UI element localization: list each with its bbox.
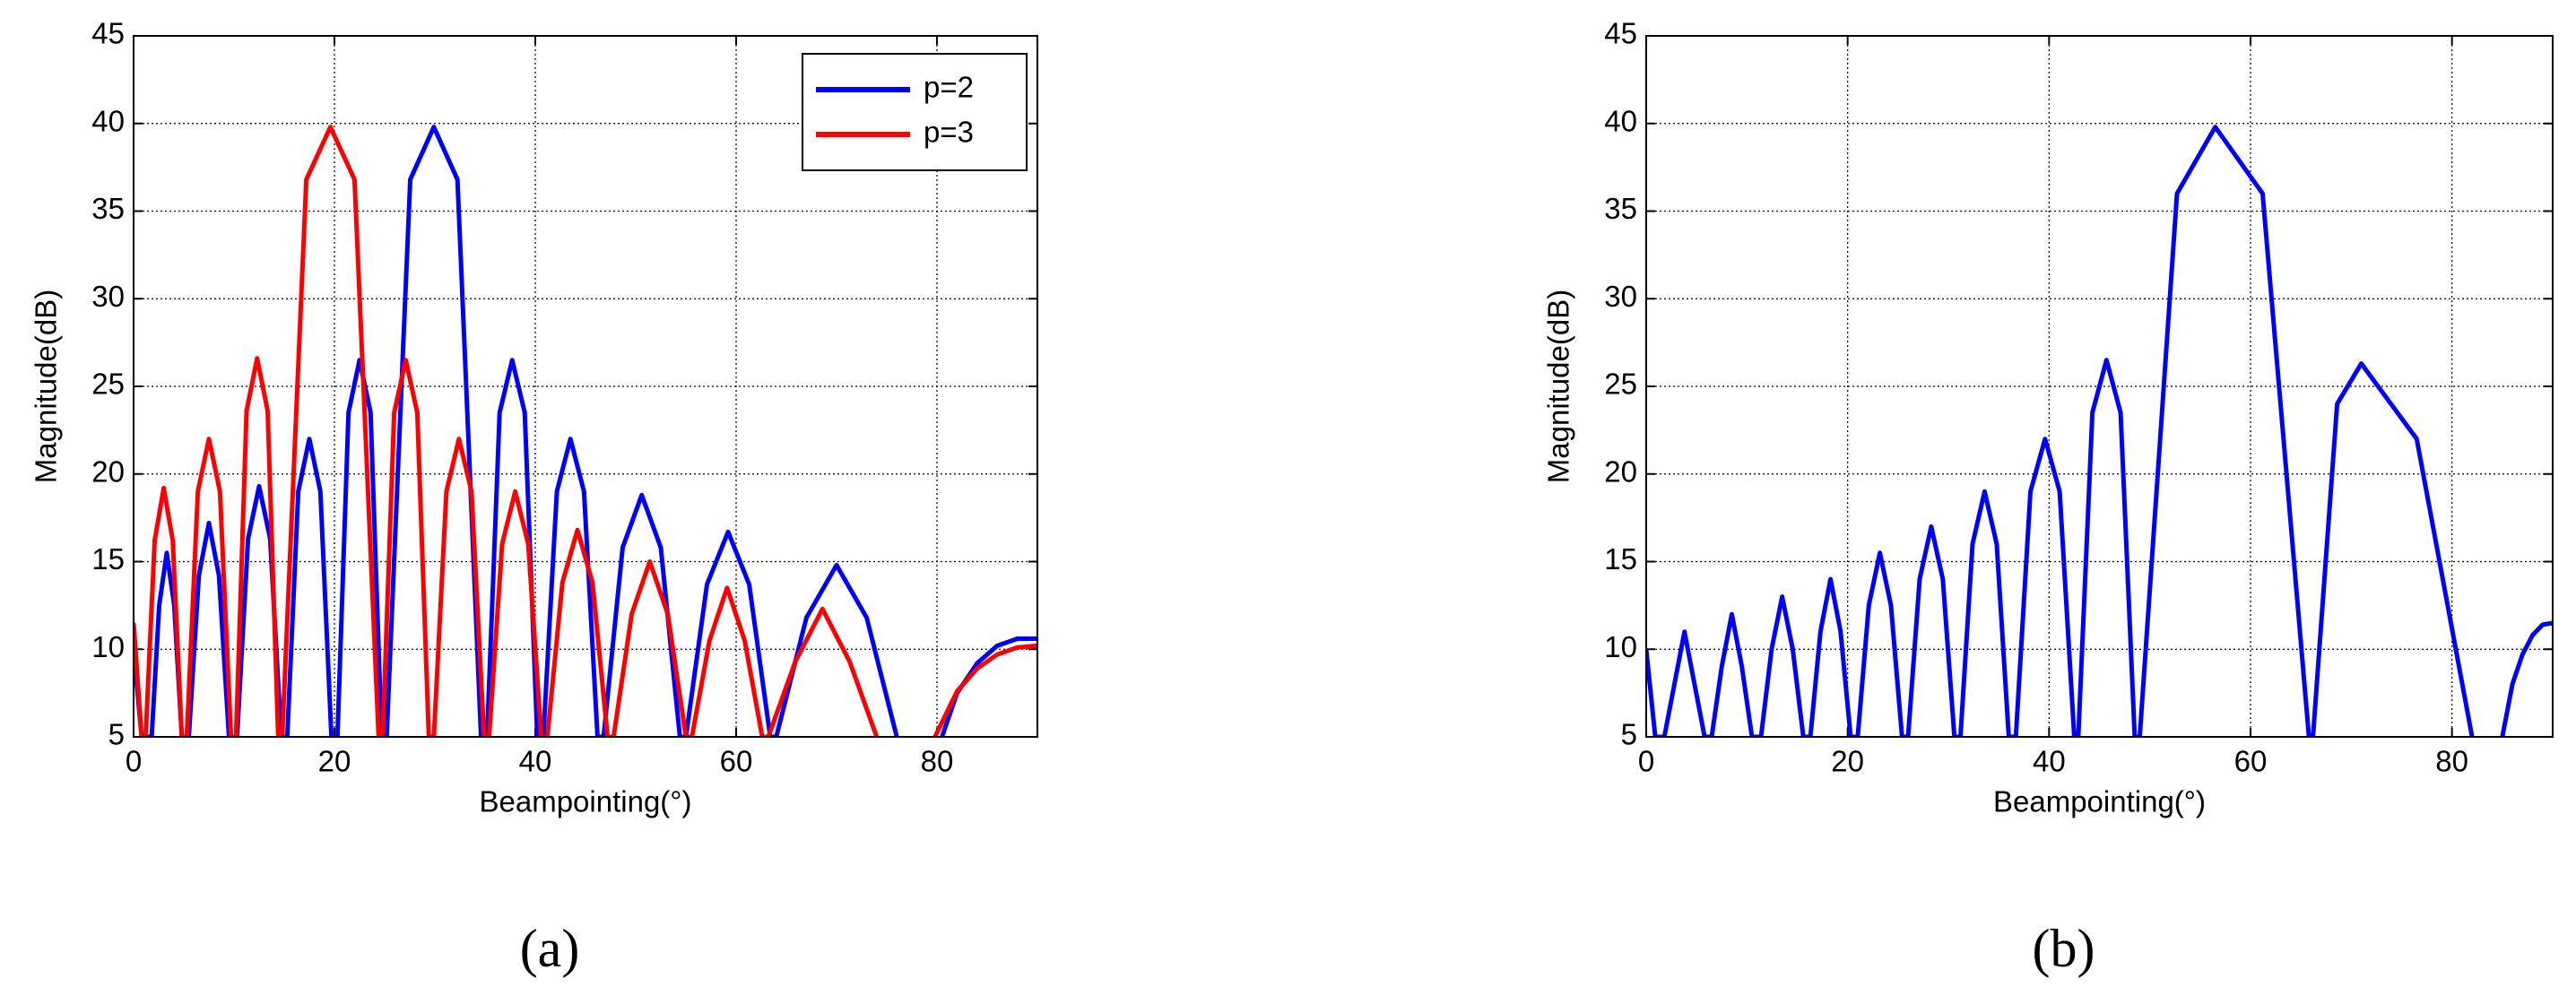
y-tick-label: 40 bbox=[91, 104, 125, 137]
y-tick-label: 15 bbox=[1604, 542, 1637, 576]
y-tick-label: 5 bbox=[108, 718, 125, 751]
panel-caption: (b) bbox=[2033, 919, 2095, 978]
chart: 5 10 15 20 25 30 35 40 45 0 20 40 60 80 Beampointing(°… bbox=[30, 17, 1038, 978]
y-tick-label: 10 bbox=[1604, 630, 1637, 663]
axes-box bbox=[133, 35, 1038, 738]
chart: 5 10 15 20 25 30 35 40 45 0 20 40 60 80 Beampointing(°… bbox=[1542, 17, 2554, 978]
x-tick-label: 20 bbox=[1831, 745, 1864, 778]
x-tick-label: 0 bbox=[126, 745, 142, 778]
y-axis-label: Magnitude(dB) bbox=[30, 290, 63, 483]
y-tick-label: 40 bbox=[1604, 104, 1637, 137]
y-tick-label: 45 bbox=[1604, 17, 1637, 50]
x-tick-label: 40 bbox=[519, 745, 552, 778]
legend-label: p=2 bbox=[924, 71, 974, 104]
y-tick-label: 10 bbox=[91, 630, 125, 663]
line-series bbox=[134, 125, 1037, 737]
legend-box bbox=[802, 53, 1028, 171]
y-tick-label: 35 bbox=[91, 192, 125, 225]
x-tick-label: 80 bbox=[921, 745, 954, 778]
x-axis-label: Beampointing(°) bbox=[480, 785, 692, 818]
y-tick-label: 25 bbox=[91, 368, 125, 401]
y-axis-label: Magnitude(dB) bbox=[1542, 290, 1575, 483]
x-tick-label: 80 bbox=[2435, 745, 2468, 778]
x-tick-label: 60 bbox=[720, 745, 753, 778]
y-tick-label: 20 bbox=[1604, 454, 1637, 488]
y-tick-label: 35 bbox=[1604, 192, 1637, 225]
y-tick-label: 20 bbox=[91, 454, 125, 488]
legend: p=2p=3 bbox=[802, 53, 1028, 171]
x-axis-label: Beampointing(°) bbox=[1993, 785, 2206, 818]
panel-caption: (a) bbox=[520, 919, 580, 978]
legend-label: p=3 bbox=[924, 116, 974, 149]
y-tick-label: 30 bbox=[91, 280, 125, 313]
y-tick-label: 30 bbox=[1604, 280, 1637, 313]
y-tick-label: 15 bbox=[91, 542, 125, 576]
x-tick-label: 0 bbox=[1638, 745, 1654, 778]
y-tick-label: 25 bbox=[1604, 368, 1637, 401]
y-tick-label: 45 bbox=[91, 17, 125, 50]
x-tick-label: 40 bbox=[2033, 745, 2066, 778]
x-tick-label: 60 bbox=[2234, 745, 2268, 778]
line-series bbox=[1646, 125, 2553, 737]
y-tick-label: 5 bbox=[1621, 718, 1637, 751]
axes-box bbox=[1645, 35, 2554, 738]
x-tick-label: 20 bbox=[318, 745, 351, 778]
